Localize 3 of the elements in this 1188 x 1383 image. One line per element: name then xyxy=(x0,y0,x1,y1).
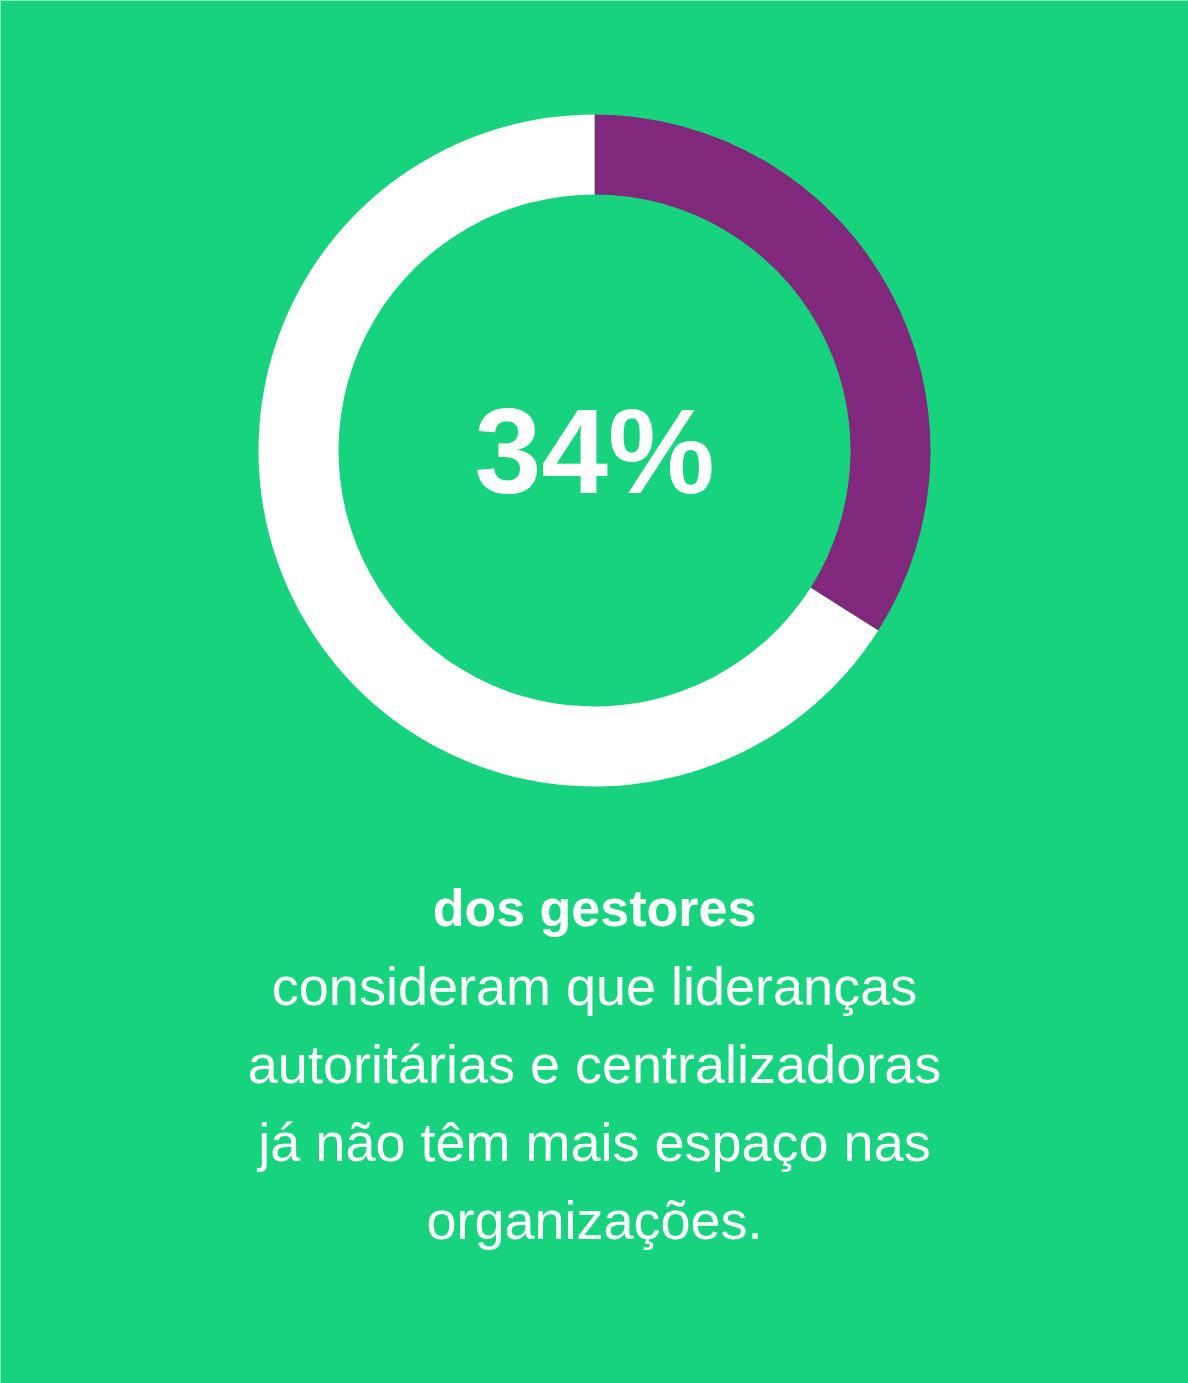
text: dos gestores xyxy=(432,878,757,937)
text: consideram que lideranças autoritárias e centralizadoras já não têm mais espaço nas organizações. xyxy=(247,955,942,1250)
data-label: 34% xyxy=(474,383,715,518)
